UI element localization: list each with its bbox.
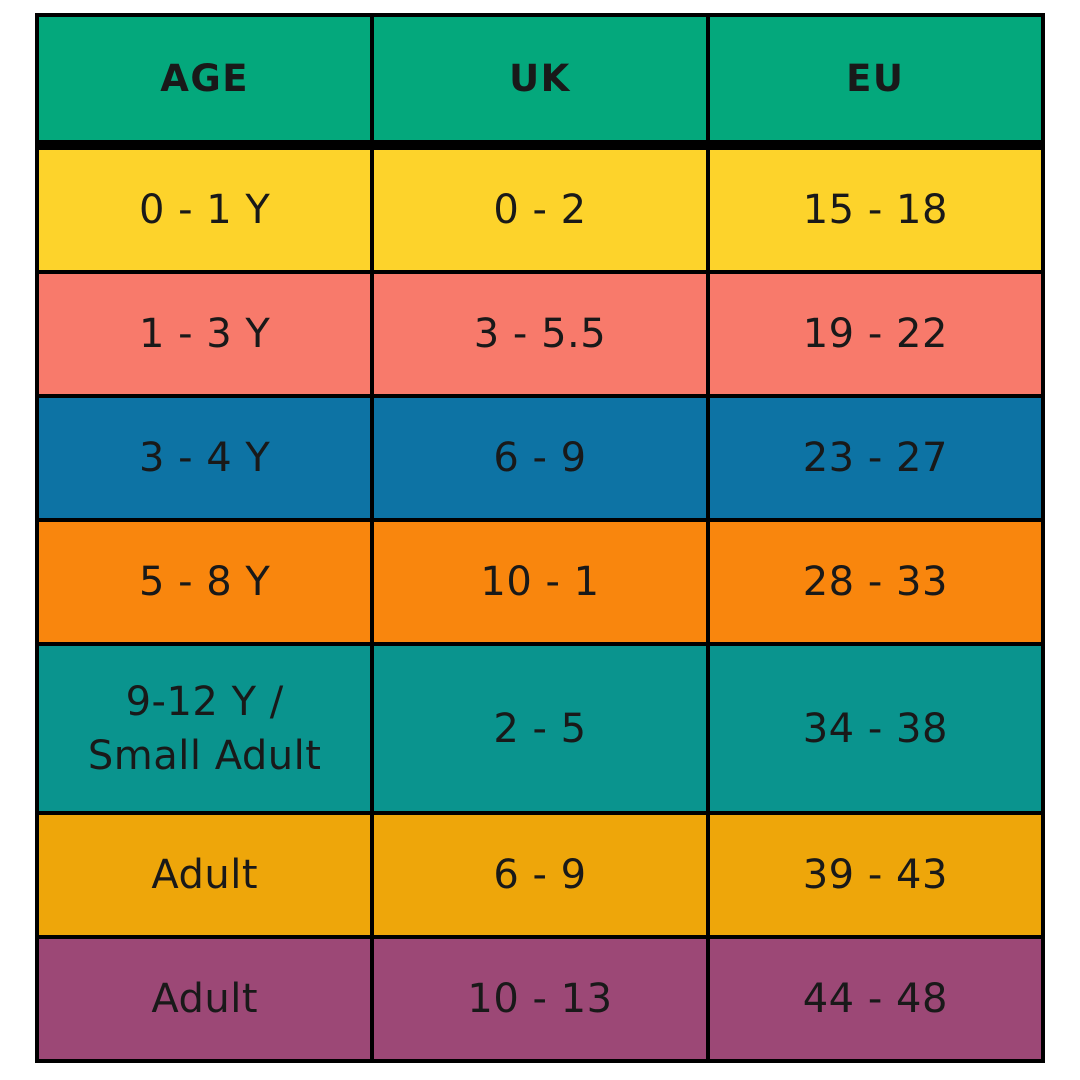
table-row-3-4y: 3 - 4 Y 6 - 9 23 - 27: [39, 398, 1041, 518]
age-cell: 0 - 1 Y: [39, 150, 371, 270]
eu-size-cell: 28 - 33: [709, 522, 1041, 642]
size-chart-table: AGE UK EU 0 - 1 Y 0 - 2 15 - 18 1 - 3 Y …: [35, 13, 1045, 1063]
eu-size-cell: 44 - 48: [709, 939, 1041, 1059]
uk-size-cell: 10 - 13: [374, 939, 706, 1059]
eu-size-cell: 19 - 22: [709, 274, 1041, 394]
age-cell: Adult: [39, 939, 371, 1059]
table-row-9-12y-small-adult: 9-12 Y / Small Adult 2 - 5 34 - 38: [39, 646, 1041, 811]
age-cell: 3 - 4 Y: [39, 398, 371, 518]
column-header-age: AGE: [39, 17, 371, 140]
table-row-0-1y: 0 - 1 Y 0 - 2 15 - 18: [39, 150, 1041, 270]
table-row-adult-1: Adult 6 - 9 39 - 43: [39, 815, 1041, 935]
uk-size-cell: 0 - 2: [374, 150, 706, 270]
uk-size-cell: 6 - 9: [374, 398, 706, 518]
eu-size-cell: 23 - 27: [709, 398, 1041, 518]
uk-size-cell: 10 - 1: [374, 522, 706, 642]
uk-size-cell: 3 - 5.5: [374, 274, 706, 394]
age-cell: 5 - 8 Y: [39, 522, 371, 642]
column-header-uk: UK: [374, 17, 706, 140]
uk-size-cell: 2 - 5: [374, 646, 706, 811]
eu-size-cell: 15 - 18: [709, 150, 1041, 270]
age-cell: 1 - 3 Y: [39, 274, 371, 394]
table-row-5-8y: 5 - 8 Y 10 - 1 28 - 33: [39, 522, 1041, 642]
table-row-1-3y: 1 - 3 Y 3 - 5.5 19 - 22: [39, 274, 1041, 394]
eu-size-cell: 34 - 38: [709, 646, 1041, 811]
uk-size-cell: 6 - 9: [374, 815, 706, 935]
table-header-row: AGE UK EU: [39, 17, 1041, 140]
size-chart: AGE UK EU 0 - 1 Y 0 - 2 15 - 18 1 - 3 Y …: [35, 13, 1045, 1063]
eu-size-cell: 39 - 43: [709, 815, 1041, 935]
age-cell: Adult: [39, 815, 371, 935]
age-cell: 9-12 Y / Small Adult: [39, 646, 371, 811]
column-header-eu: EU: [709, 17, 1041, 140]
table-row-adult-2: Adult 10 - 13 44 - 48: [39, 939, 1041, 1059]
